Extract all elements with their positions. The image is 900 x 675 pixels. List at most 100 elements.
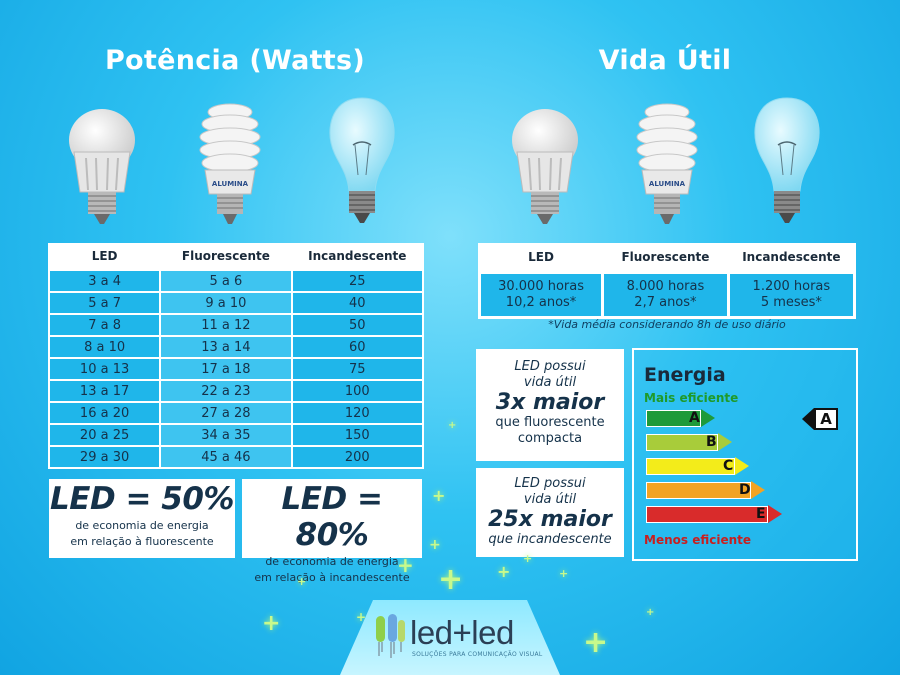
energy-top-label: Mais eficiente xyxy=(644,391,739,405)
table-cell: 8.000 horas 2,7 anos* xyxy=(601,271,730,319)
table-cell: 34 a 35 xyxy=(159,423,293,447)
table-row: 10 a 13 17 a 18 75 xyxy=(47,357,425,381)
table-cell: 5 a 6 xyxy=(159,269,293,293)
life-footnote: *Vida média considerando 8h de uso diári… xyxy=(548,318,786,331)
energy-grade-arrow xyxy=(751,481,765,499)
incandescent-bulb-icon xyxy=(329,97,395,223)
table-cell: 16 a 20 xyxy=(47,401,162,425)
comparison-line: que fluorescente xyxy=(495,415,605,430)
logo-text: led+led xyxy=(410,614,514,651)
table-cell: 75 xyxy=(290,357,425,381)
table-cell: 20 a 25 xyxy=(47,423,162,447)
table-row: 16 a 20 27 a 28 120 xyxy=(47,401,425,425)
column-header-led: LED xyxy=(91,249,118,263)
life-years: 2,7 anos* xyxy=(634,295,697,310)
led-bulb-icon xyxy=(512,109,578,224)
table-row: 29 a 30 45 a 46 200 xyxy=(47,445,425,469)
table-cell: 13 a 17 xyxy=(47,379,162,403)
energy-grade-arrow xyxy=(701,409,715,427)
table-cell: 30.000 horas 10,2 anos* xyxy=(477,271,605,319)
table-row: 7 a 8 11 a 12 50 xyxy=(47,313,425,337)
energy-grade-letter: A xyxy=(689,410,700,426)
bulb-brand-label: ALUMINA xyxy=(212,180,249,188)
comparison-headline: 3x maior xyxy=(495,390,605,415)
plus-decoration: + xyxy=(646,607,655,618)
led-bulb-icon xyxy=(69,109,135,224)
table-cell: 9 a 10 xyxy=(159,291,293,315)
energy-grade-arrow xyxy=(718,433,732,451)
energy-grade-letter: D xyxy=(739,482,751,498)
table-cell: 5 a 7 xyxy=(47,291,162,315)
energy-grade-arrow xyxy=(735,457,749,475)
table-row: 20 a 25 34 a 35 150 xyxy=(47,423,425,447)
table-cell: 7 a 8 xyxy=(47,313,162,337)
energy-bottom-label: Menos eficiente xyxy=(644,533,752,547)
life-years: 5 meses* xyxy=(760,295,822,310)
energy-grade-letter: E xyxy=(756,506,766,522)
table-cell: 17 a 18 xyxy=(159,357,293,381)
plus-decoration: + xyxy=(523,552,533,565)
table-cell: 25 xyxy=(290,269,425,293)
energy-grade-bar xyxy=(646,482,751,499)
table-cell: 100 xyxy=(290,379,425,403)
table-header-row: LED Fluorescente Incandescente xyxy=(480,243,855,273)
table-cell: 11 a 12 xyxy=(159,313,293,337)
power-title: Potência (Watts) xyxy=(104,45,366,76)
comparison-line: LED possui xyxy=(514,476,586,491)
economy-line: de economia de energia xyxy=(75,519,209,532)
energy-grade-letter: C xyxy=(723,458,734,474)
table-row: 30.000 horas 10,2 anos* 8.000 horas 2,7 an… xyxy=(477,271,857,319)
plus-decoration: + xyxy=(429,537,441,553)
energy-grade-bar xyxy=(646,434,718,451)
plus-decoration: + xyxy=(397,553,414,577)
column-header-fluorescent: Fluorescente xyxy=(181,249,270,263)
energy-grade-bar xyxy=(646,506,768,523)
fluorescent-bulb-icon: ALUMINA xyxy=(199,103,261,224)
plus-decoration: + xyxy=(297,575,307,588)
comparison-box-fluorescent: LED possui vida útil 3x maior que fluore… xyxy=(476,349,624,461)
table-cell: 120 xyxy=(290,401,425,425)
energy-grade-arrow xyxy=(768,505,782,523)
table-cell: 29 a 30 xyxy=(47,445,162,469)
energy-rating-arrow: A xyxy=(802,408,838,430)
table-cell: 8 a 10 xyxy=(47,335,162,359)
plus-decoration: + xyxy=(262,611,281,636)
table-cell: 10 a 13 xyxy=(47,357,162,381)
comparison-line: LED possui xyxy=(514,359,586,374)
table-row: 13 a 17 22 a 23 100 xyxy=(47,379,425,403)
economy-headline: LED = 80% xyxy=(281,481,383,553)
energy-grade-bar xyxy=(646,458,735,475)
plus-decoration: + xyxy=(497,562,511,581)
table-cell: 13 a 14 xyxy=(159,335,293,359)
table-header-row: LED Fluorescente Incandescente xyxy=(49,243,423,270)
comparison-headline: 25x maior xyxy=(488,507,612,532)
energy-rating-letter: A xyxy=(816,410,836,428)
column-header-incandescent: Incandescente xyxy=(308,249,407,263)
comparison-line: compacta xyxy=(517,431,583,446)
economy-headline: LED = 50% xyxy=(50,481,234,517)
plus-decoration: + xyxy=(432,486,446,505)
table-cell: 27 a 28 xyxy=(159,401,293,425)
economy-box-incandescent: LED = 80% de economia de energia em rela… xyxy=(242,479,422,584)
comparison-line: vida útil xyxy=(523,375,577,390)
energy-title: Energia xyxy=(644,364,726,386)
comparison-line: vida útil xyxy=(523,492,577,507)
life-hours: 8.000 horas xyxy=(626,279,705,294)
economy-line: de economia de energia xyxy=(265,555,399,568)
life-hours: 1.200 horas xyxy=(752,279,831,294)
life-years: 10,2 anos* xyxy=(505,295,577,310)
economy-line: em relação à incandescente xyxy=(254,571,410,584)
life-table: LED Fluorescente Incandescente 30.000 ho… xyxy=(477,243,857,319)
table-cell: 45 a 46 xyxy=(159,445,293,469)
energy-grade-letter: B xyxy=(706,434,717,450)
energy-grade-bar xyxy=(646,410,701,427)
plus-decoration: + xyxy=(356,610,367,624)
life-hours: 30.000 horas xyxy=(498,279,585,294)
life-title: Vida Útil xyxy=(598,45,732,76)
table-cell: 1.200 horas 5 meses* xyxy=(726,271,857,319)
column-header-led: LED xyxy=(528,250,554,264)
economy-box-fluorescent: LED = 50% de economia de energia em rela… xyxy=(49,479,235,558)
